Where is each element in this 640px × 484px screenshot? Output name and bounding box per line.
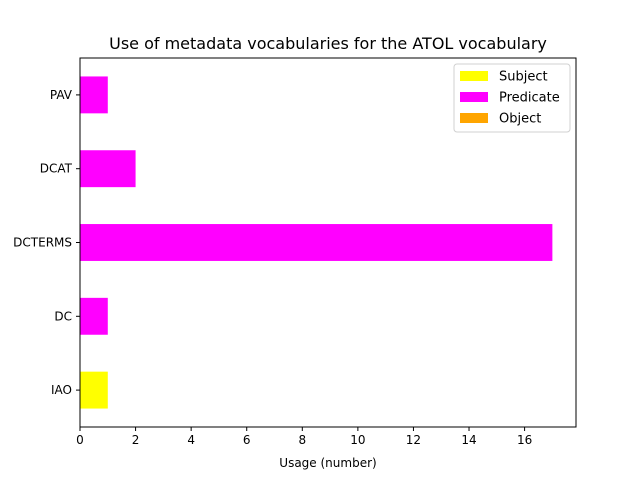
bar-iao-subject [80,371,108,409]
y-tick-label: DCAT [40,162,73,176]
x-tick-label: 0 [76,433,84,447]
legend-label: Predicate [499,91,560,106]
y-tick-label: DCTERMS [13,236,72,250]
bar-dcterms-predicate [80,224,553,261]
x-tick-label: 10 [350,433,365,447]
x-tick-label: 14 [461,433,476,447]
chart-title: Use of metadata vocabularies for the ATO… [109,34,547,53]
legend-swatch [460,113,488,123]
bar-dcat-predicate [80,150,136,188]
x-tick-label: 12 [406,433,421,447]
y-tick-label: IAO [51,383,72,397]
x-tick-label: 2 [132,433,140,447]
legend-label: Object [499,112,541,127]
legend-swatch [460,71,488,81]
legend-swatch [460,92,488,102]
y-tick-label: DC [54,309,72,323]
bar-dc-predicate [80,297,108,335]
bar-pav-predicate [80,76,108,114]
legend-label: Subject [499,70,548,85]
x-tick-label: 8 [298,433,306,447]
x-tick-label: 6 [243,433,251,447]
legend: Subject Predicate Object [453,63,571,133]
x-tick-label: 16 [517,433,532,447]
plot-frame [79,57,577,428]
y-tick-label: PAV [50,88,73,102]
x-axis-label: Usage (number) [279,456,376,470]
x-tick-label: 4 [187,433,195,447]
